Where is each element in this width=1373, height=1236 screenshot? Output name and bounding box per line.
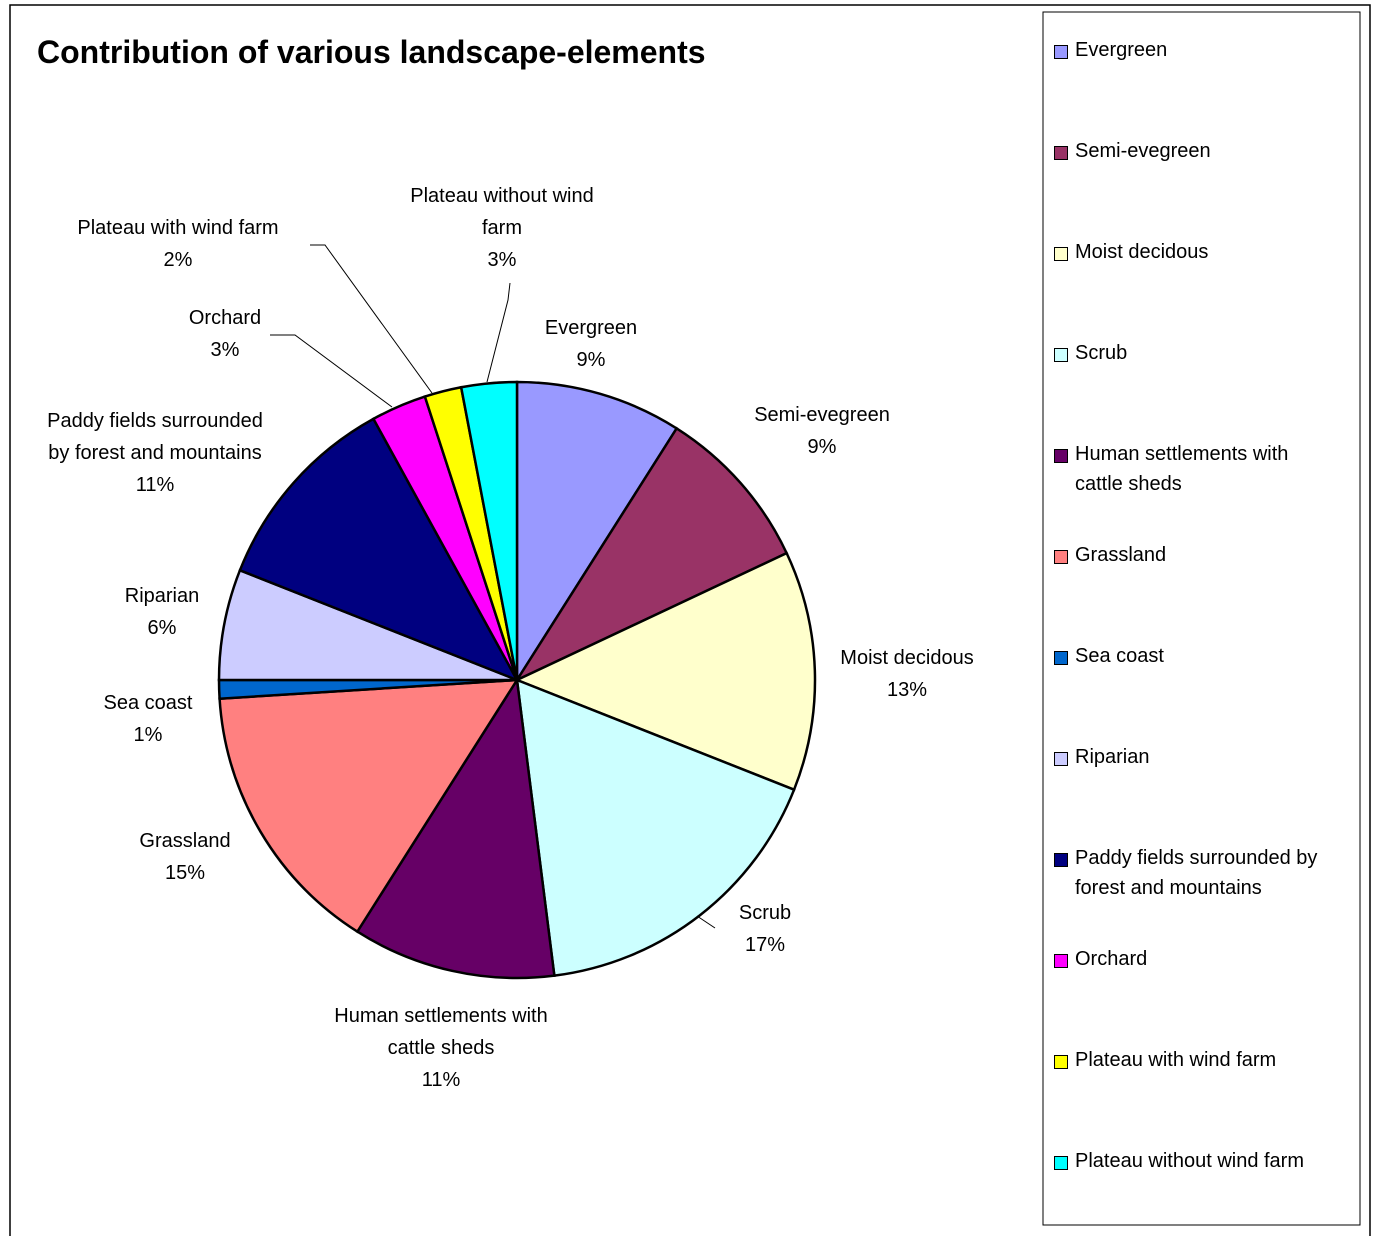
data-label: Grassland 15%: [105, 825, 265, 889]
data-label-value: 9%: [576, 349, 606, 371]
data-label-value: 2%: [163, 249, 193, 271]
leader-line: [696, 915, 716, 929]
data-label: Moist decidous 13%: [807, 642, 1007, 706]
data-label-name: Semi-evegreen: [754, 404, 890, 426]
data-label-value: 11%: [135, 474, 175, 496]
pie-slice: [513, 551, 817, 792]
data-label-name: Orchard: [188, 307, 262, 329]
data-label-value: 17%: [744, 934, 786, 956]
data-label: Sea coast 1%: [68, 687, 228, 751]
data-label-name: Scrub: [738, 902, 792, 924]
data-label-value: 3%: [487, 249, 517, 271]
legend-label: Plateau with wind farm: [1075, 1049, 1277, 1071]
data-label: Riparian 6%: [82, 580, 242, 644]
data-label-value: 11%: [421, 1069, 461, 1091]
pie-slice: [513, 426, 789, 683]
legend-box: [1042, 11, 1361, 1226]
legend-swatch: [1054, 1156, 1068, 1170]
pie-slice: [218, 678, 520, 934]
pie: [217, 380, 817, 980]
legend-label: Semi-evegreen: [1075, 140, 1211, 162]
legend-label: Scrub: [1075, 342, 1128, 364]
legend-label: Human settlements with cattle sheds: [1075, 443, 1289, 495]
legend-swatch: [1054, 449, 1068, 463]
legend-swatch: [1054, 651, 1068, 665]
legend-label: Grassland: [1075, 544, 1167, 566]
legend-swatch: [1054, 348, 1068, 362]
legend-label: Plateau without wind farm: [1075, 1150, 1305, 1172]
pie-slice: [515, 380, 679, 685]
legend-label: Paddy fields surrounded by forest and mo…: [1075, 847, 1318, 899]
data-label: Semi-evegreen 9%: [712, 399, 932, 463]
data-label-name: Sea coast: [103, 692, 193, 714]
legend-swatch: [1054, 45, 1068, 59]
leader-line: [270, 334, 393, 408]
data-label-value: 13%: [886, 679, 928, 701]
data-label-name: Paddy fields surrounded by forest and mo…: [47, 410, 263, 464]
data-label-value: 6%: [147, 617, 177, 639]
data-label: Evergreen 9%: [491, 312, 691, 376]
data-label: Plateau with wind farm 2%: [48, 212, 308, 276]
legend-swatch: [1054, 954, 1068, 968]
data-label-name: Riparian: [124, 585, 200, 607]
legend-swatch: [1054, 146, 1068, 160]
legend-swatch: [1054, 550, 1068, 564]
data-label-value: 1%: [133, 724, 163, 746]
legend-label: Riparian: [1075, 746, 1150, 768]
pie-slice: [355, 676, 556, 980]
pie-slice: [459, 380, 519, 681]
legend-swatch: [1054, 853, 1068, 867]
legend-label: Moist decidous: [1075, 241, 1209, 263]
legend-swatch: [1054, 752, 1068, 766]
leader-line: [310, 244, 433, 394]
legend-swatch: [1054, 247, 1068, 261]
data-label: Orchard 3%: [145, 302, 305, 366]
data-label-value: 3%: [210, 339, 240, 361]
legend-label: Orchard: [1075, 948, 1148, 970]
pie-slice: [515, 678, 796, 978]
data-label: Paddy fields surrounded by forest and mo…: [40, 405, 270, 501]
data-label: Human settlements with cattle sheds 11%: [334, 1000, 549, 1096]
leader-line: [486, 282, 511, 383]
chart-frame: [9, 4, 1371, 1236]
data-label-name: Moist decidous: [840, 647, 974, 669]
data-label-name: Evergreen: [544, 317, 638, 339]
data-label-value: 9%: [807, 436, 837, 458]
data-label: Scrub 17%: [705, 897, 825, 961]
data-label-name: Plateau with wind farm: [77, 217, 279, 239]
leader-lines: [270, 244, 716, 929]
data-label-name: Grassland: [139, 830, 231, 852]
data-label: Plateau without wind farm 3%: [392, 180, 612, 276]
data-label-name: Plateau without wind farm: [410, 185, 594, 239]
pie-slice: [238, 417, 520, 683]
legend-swatch: [1054, 1055, 1068, 1069]
data-label-value: 15%: [164, 862, 206, 884]
data-label-name: Human settlements with cattle sheds: [334, 1005, 548, 1059]
chart-title: Contribution of various landscape-elemen…: [37, 34, 706, 70]
legend-label: Sea coast: [1075, 645, 1164, 667]
legend-label: Evergreen: [1075, 39, 1168, 61]
